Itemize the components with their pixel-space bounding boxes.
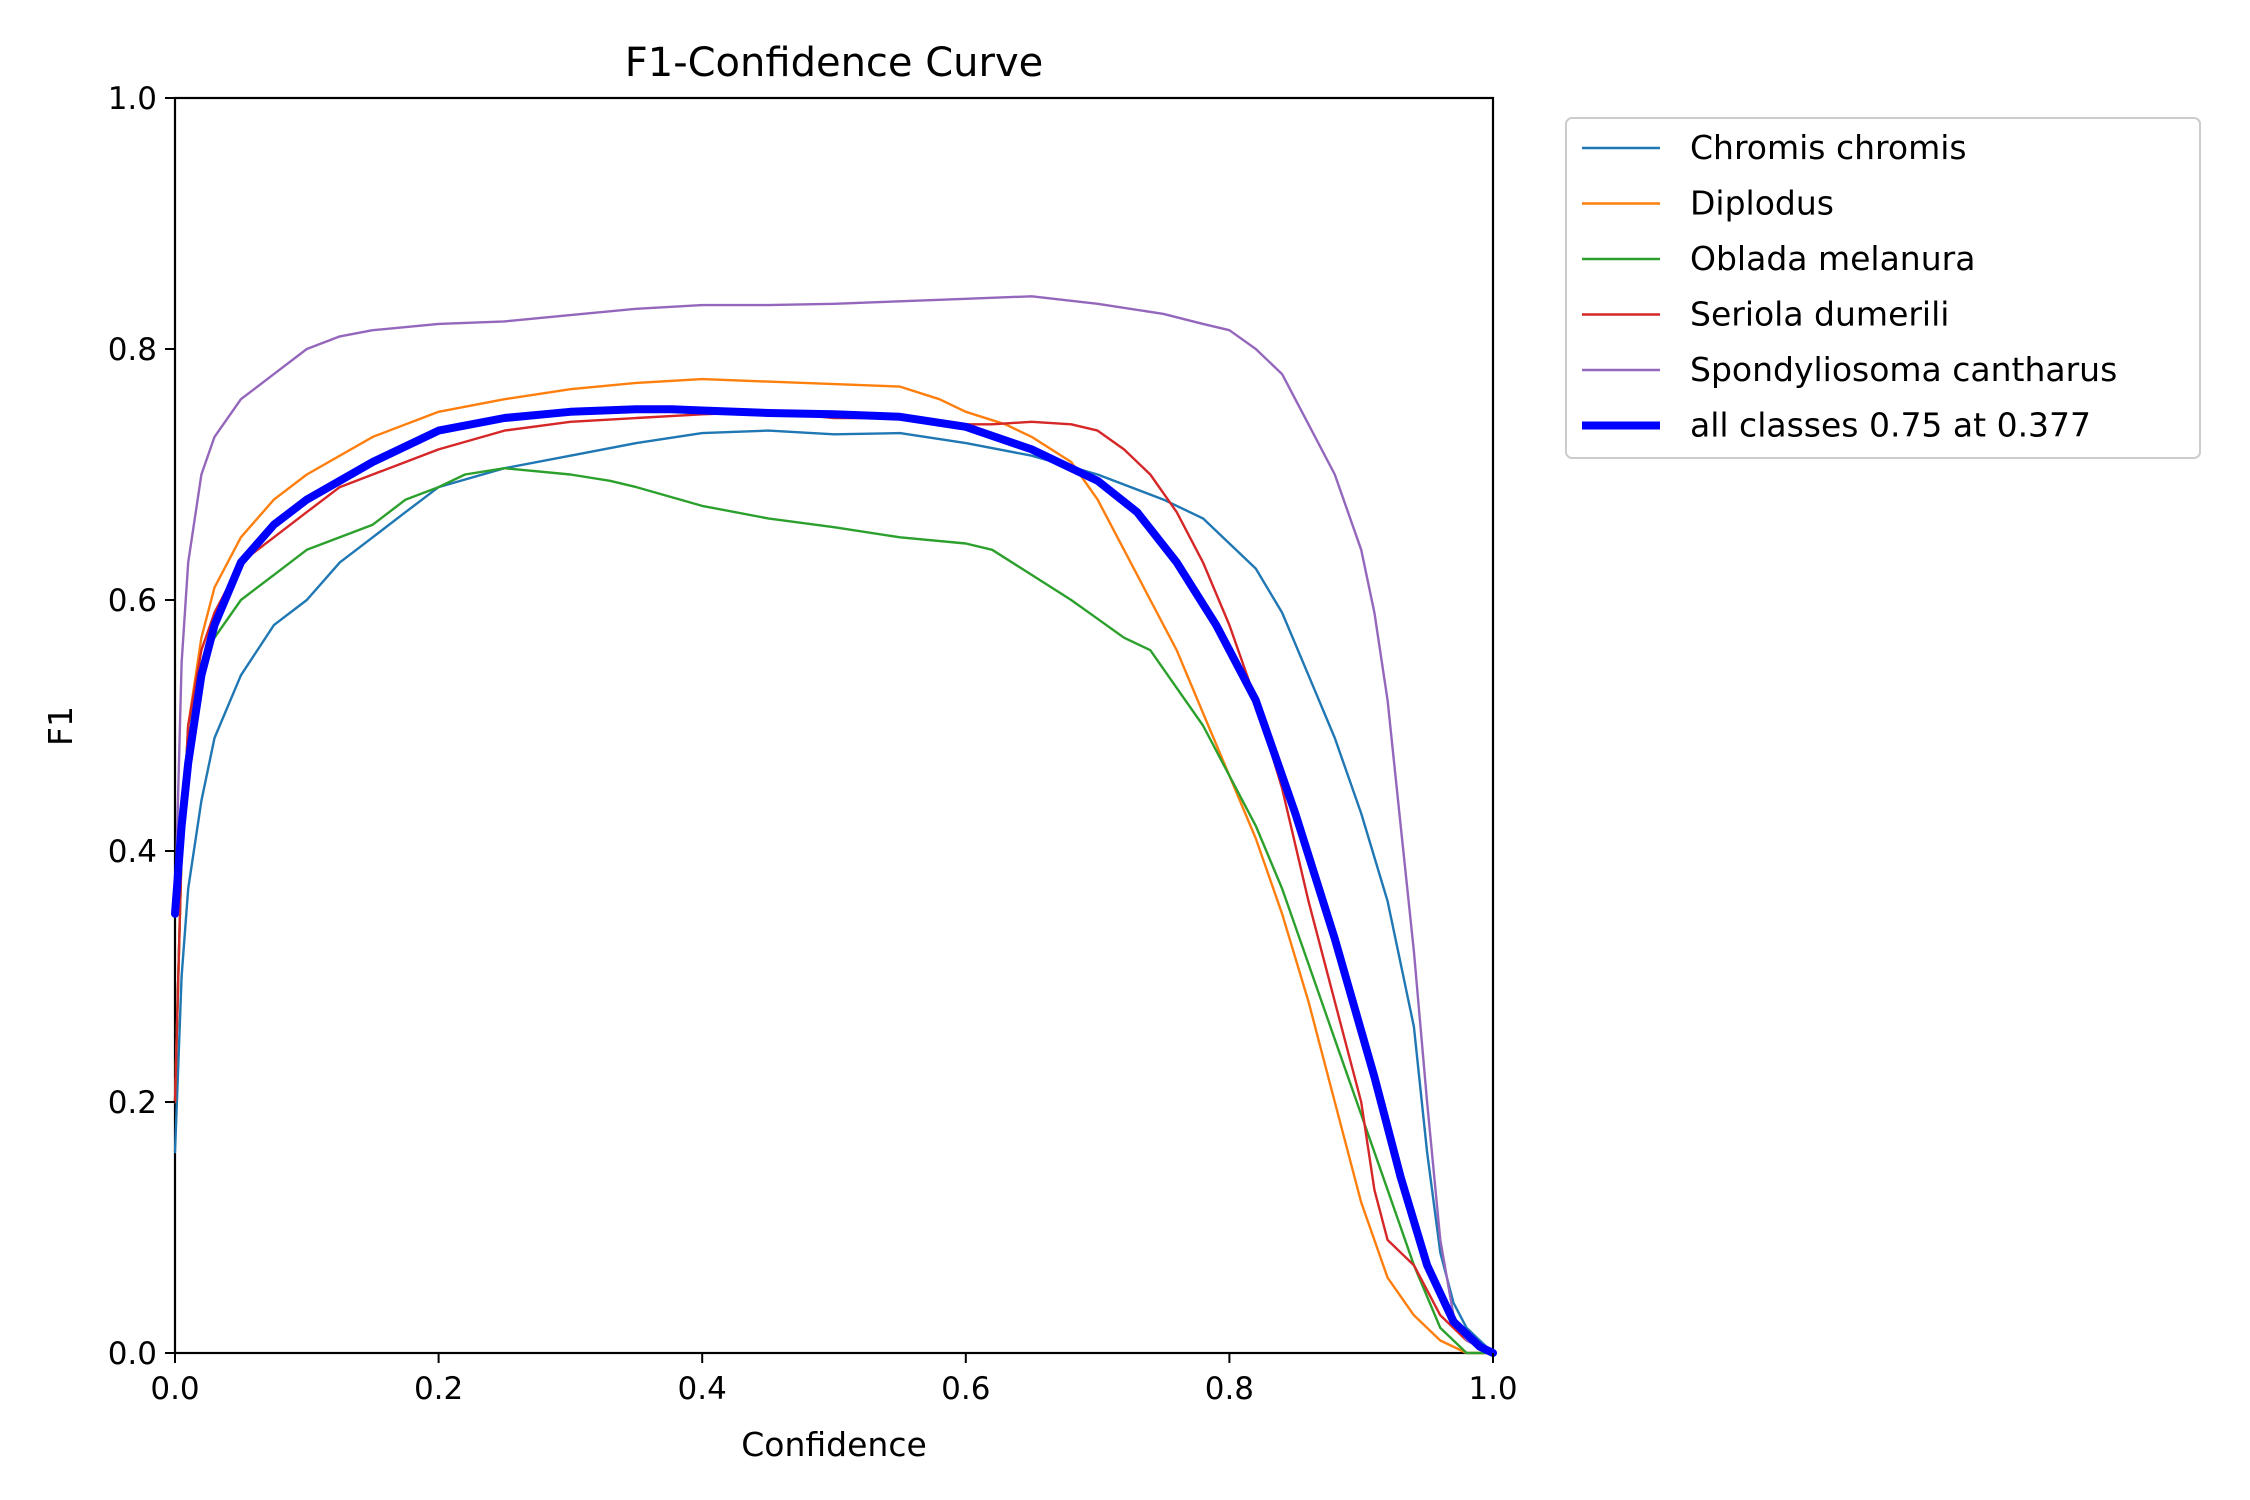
- legend: Chromis chromis Diplodus Oblada melanura Se…: [1565, 117, 2201, 459]
- x-axis-ticks: 0.0 0.2 0.4 0.6 0.8 1.0: [150, 1353, 1518, 1407]
- legend-label-spondyliosoma-cantharus: Spondyliosoma cantharus: [1690, 350, 2117, 389]
- series-line-all-classes-0-75-at-0-377: [171, 405, 1497, 1357]
- x-tick-label: 0.8: [1205, 1371, 1254, 1407]
- y-tick-label: 0.2: [108, 1085, 157, 1121]
- x-tick-label: 0.2: [414, 1371, 463, 1407]
- series-line-seriola-dumerili: [173, 410, 1495, 1355]
- y-axis-ticks: 0.0 0.2 0.4 0.6 0.8 1.0: [108, 81, 175, 1372]
- x-tick-label: 0.6: [941, 1371, 990, 1407]
- y-tick-label: 1.0: [108, 81, 157, 117]
- y-tick-label: 0.4: [108, 834, 157, 870]
- x-tick-label: 1.0: [1468, 1371, 1517, 1407]
- legend-label-chromis-chromis: Chromis chromis: [1690, 128, 1967, 167]
- series-line-spondyliosoma-cantharus: [173, 295, 1495, 1355]
- series-layer: [171, 295, 1497, 1357]
- x-tick-label: 0.0: [150, 1371, 199, 1407]
- legend-label-all-classes-0-75-at-0-377: all classes 0.75 at 0.377: [1690, 406, 2091, 445]
- y-axis-label: F1: [41, 706, 80, 746]
- plot-area: 0.0 0.2 0.4 0.6 0.8 1.0 0.0 0.2 0.4 0.6 0.8 1.0: [108, 81, 1518, 1407]
- series-line-chromis-chromis: [173, 429, 1495, 1355]
- y-tick-label: 0.0: [108, 1336, 157, 1372]
- y-tick-label: 0.8: [108, 332, 157, 368]
- legend-label-oblada-melanura: Oblada melanura: [1690, 239, 1975, 278]
- series-line-diplodus: [173, 377, 1495, 1355]
- legend-label-diplodus: Diplodus: [1690, 184, 1834, 223]
- y-tick-label: 0.6: [108, 583, 157, 619]
- legend-frame: [1565, 117, 2201, 459]
- x-axis-label: Confidence: [741, 1425, 927, 1464]
- legend-items: Chromis chromis Diplodus Oblada melanura Se…: [1582, 128, 2117, 445]
- chart-title: F1-Confidence Curve: [625, 40, 1044, 86]
- plot-frame: [173, 96, 1495, 1355]
- x-tick-label: 0.4: [678, 1371, 727, 1407]
- series-line-oblada-melanura: [173, 467, 1495, 1355]
- legend-label-seriola-dumerili: Seriola dumerili: [1690, 295, 1949, 334]
